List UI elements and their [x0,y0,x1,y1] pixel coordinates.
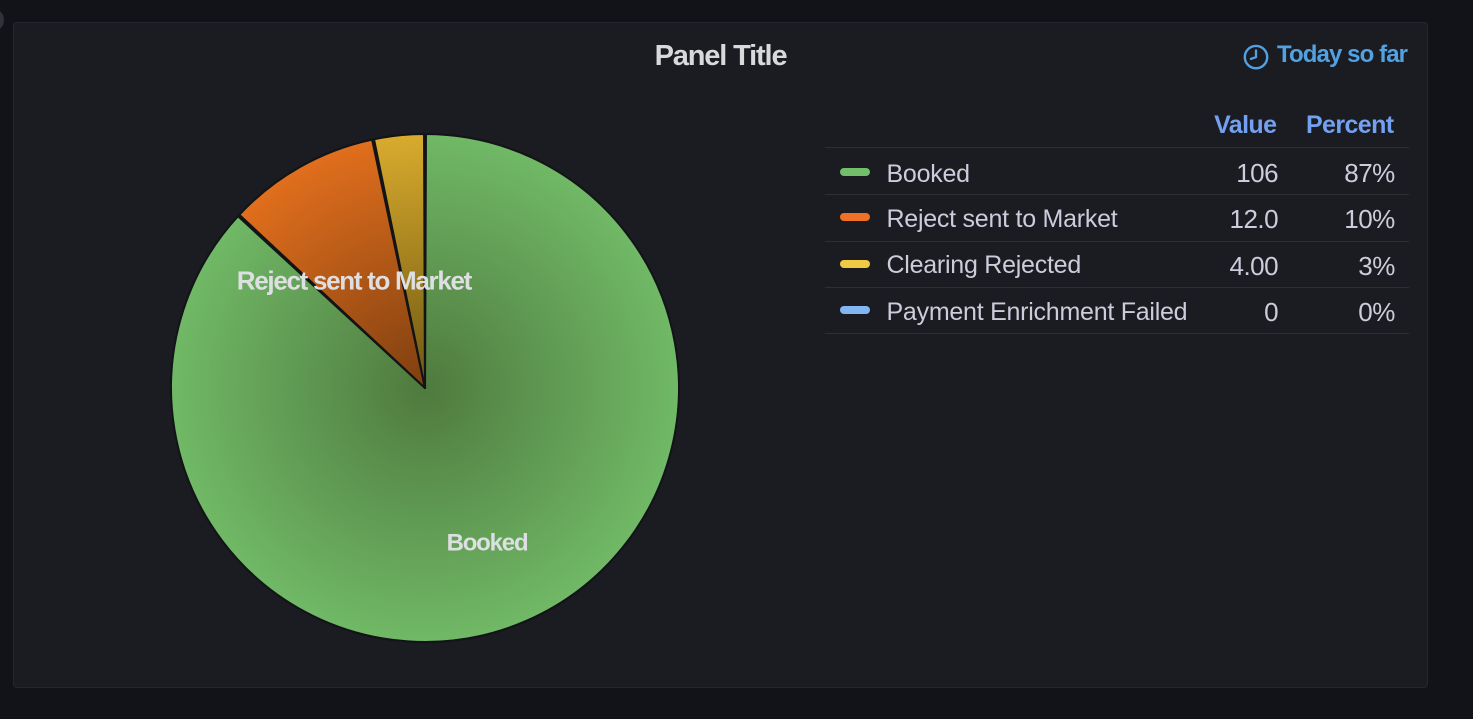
svg-text:Booked: Booked [447,530,528,557]
svg-text:Reject sent to Market: Reject sent to Market [237,266,473,296]
